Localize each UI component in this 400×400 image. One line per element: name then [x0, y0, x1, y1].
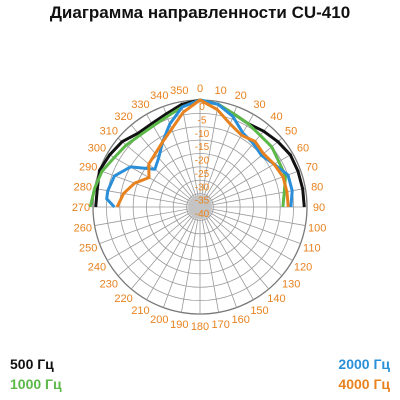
grid-spoke	[199, 206, 219, 313]
grid-spoke	[146, 114, 201, 208]
grid-spoke	[130, 124, 201, 208]
angle-label: 130	[282, 278, 300, 290]
radial-label: 0	[199, 102, 205, 113]
grid-spoke	[199, 206, 293, 261]
angle-label: 270	[72, 202, 90, 214]
angle-label: 150	[250, 305, 268, 317]
angle-label: 90	[313, 202, 325, 214]
angle-label: 80	[311, 181, 323, 193]
center-shade	[188, 195, 212, 219]
grid-spoke	[199, 206, 270, 290]
grid-spoke	[199, 206, 301, 244]
angle-label: 260	[74, 223, 92, 235]
grid-spoke	[199, 206, 306, 226]
grid-spoke	[181, 101, 201, 208]
polar-grid	[92, 99, 308, 315]
legend-2000hz: 2000 Гц	[338, 356, 390, 372]
angle-label: 350	[170, 85, 188, 97]
grid-spoke	[181, 206, 201, 313]
angle-label: 110	[303, 243, 321, 255]
angle-label: 0	[197, 83, 203, 95]
radial-label: -35	[195, 196, 210, 207]
angle-label: 180	[191, 321, 209, 333]
grid-spoke	[117, 137, 201, 208]
grid-spoke	[199, 137, 283, 208]
angle-label: 160	[232, 314, 250, 326]
grid-spoke	[130, 206, 201, 290]
grid-spoke	[199, 124, 270, 208]
radial-label: -40	[195, 209, 210, 220]
angle-label: 50	[285, 126, 297, 138]
angle-label: 100	[308, 223, 326, 235]
radial-label: -10	[195, 129, 210, 140]
grid-spoke	[107, 153, 201, 208]
angle-label: 230	[100, 278, 118, 290]
angle-label: 30	[253, 99, 265, 111]
angle-label: 330	[131, 99, 149, 111]
radial-label: -5	[198, 115, 207, 126]
grid-spoke	[199, 206, 254, 300]
angle-label: 200	[150, 314, 168, 326]
angle-label: 240	[88, 262, 106, 274]
series-lines	[88, 98, 306, 209]
angle-label: 10	[215, 85, 227, 97]
grid-spoke	[199, 101, 219, 208]
chart-title: Диаграмма направленности CU-410	[49, 3, 351, 22]
angle-label: 210	[131, 305, 149, 317]
angle-label: 290	[79, 161, 97, 173]
angle-label: 20	[235, 90, 247, 102]
angle-label: 40	[270, 111, 282, 123]
radial-label: -25	[195, 169, 210, 180]
grid-spoke	[163, 206, 201, 308]
grid-spoke	[146, 206, 201, 300]
angle-label: 170	[211, 319, 229, 331]
angle-label: 70	[306, 161, 318, 173]
grid-spoke	[107, 206, 201, 261]
grid-spoke	[99, 206, 201, 244]
angle-label: 190	[170, 319, 188, 331]
angle-label: 140	[267, 293, 285, 305]
angle-label: 280	[74, 181, 92, 193]
grid-spoke	[199, 206, 283, 277]
angle-label: 250	[79, 243, 97, 255]
angle-label: 320	[114, 111, 132, 123]
grid-spoke	[199, 153, 293, 208]
radial-label: -30	[195, 182, 210, 193]
radial-label: -20	[195, 156, 210, 167]
angle-label: 340	[150, 90, 168, 102]
grid-spoke	[199, 114, 254, 208]
grid-spoke	[117, 206, 201, 277]
grid-spoke	[199, 206, 237, 308]
radial-labels: 0 -5 -10 -15 -20 -25 -30 -35 -40	[195, 102, 210, 220]
angle-label: 60	[297, 143, 309, 155]
angle-label: 310	[100, 126, 118, 138]
legend-1000hz: 1000 Гц	[10, 376, 62, 392]
series-line-4000-Гц	[115, 98, 290, 208]
grid-spoke	[94, 206, 201, 226]
legend-500hz: 500 Гц	[10, 356, 54, 372]
radial-label: -15	[195, 142, 210, 153]
legend-4000hz: 4000 Гц	[338, 376, 390, 392]
grid-spoke	[94, 188, 201, 208]
angle-label: 300	[88, 143, 106, 155]
angle-label: 120	[294, 262, 312, 274]
angle-label: 220	[114, 293, 132, 305]
